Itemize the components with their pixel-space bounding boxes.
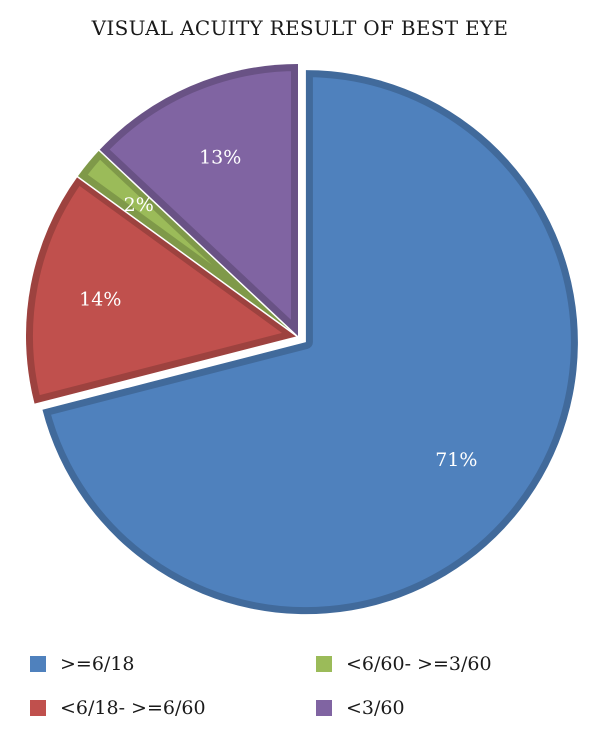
pie-slice-bevel	[99, 64, 298, 336]
slice-data-label: 71%	[435, 449, 477, 471]
slice-data-label: 2%	[124, 194, 154, 216]
pie-slice-bevel	[26, 176, 298, 404]
slice-data-label: 13%	[199, 146, 241, 168]
slice-data-label: 14%	[79, 288, 121, 310]
chart-title: VISUAL ACUITY RESULT OF BEST EYE	[91, 16, 509, 40]
pie-slice-bevel	[42, 70, 578, 615]
